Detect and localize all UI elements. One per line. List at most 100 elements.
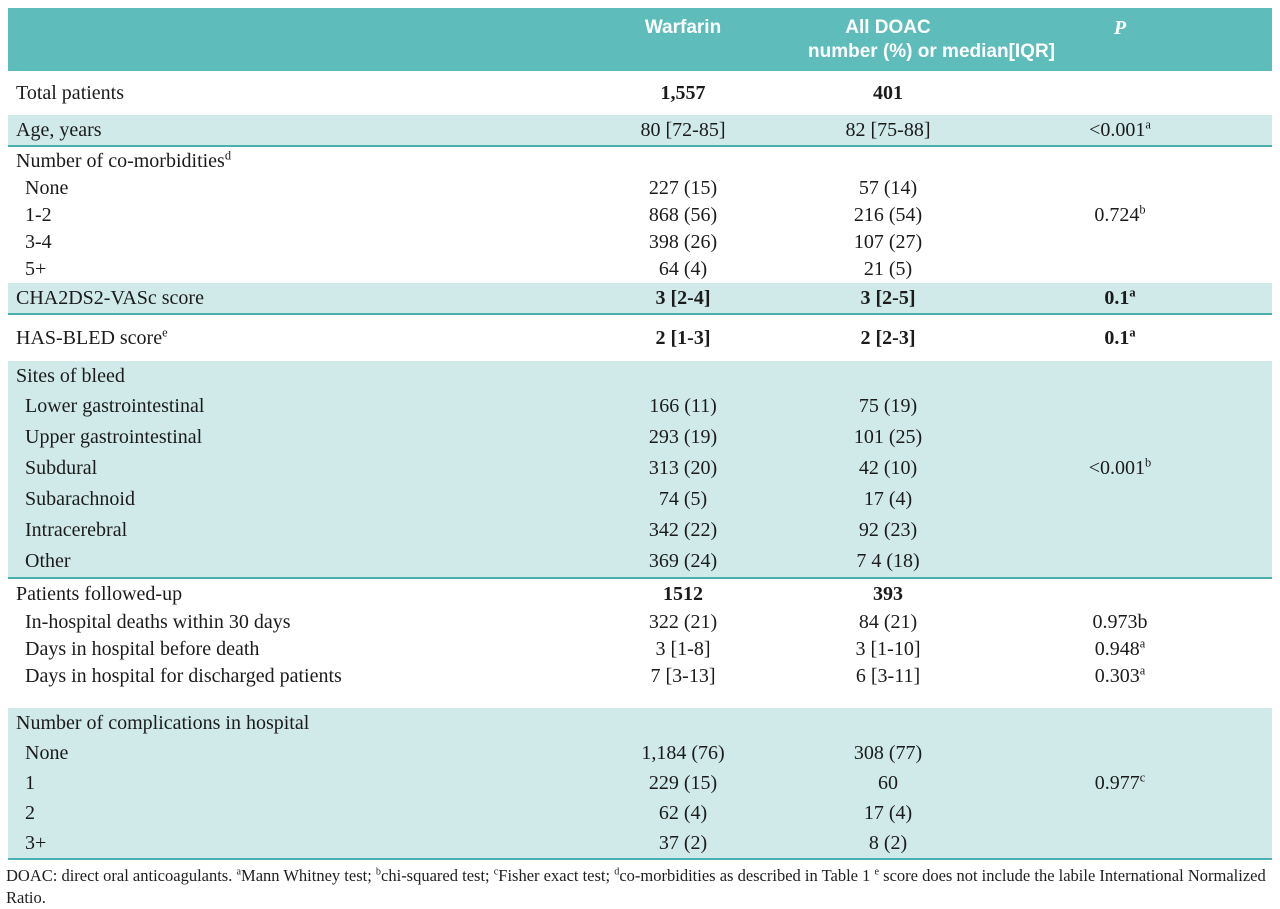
row-label-text: None	[25, 177, 69, 199]
warfarin-value-cell-text: 3 [1-8]	[655, 638, 711, 660]
header-p-cell: P	[968, 8, 1272, 71]
doac-value-cell-text: 3 [1-10]	[855, 638, 921, 660]
table-row: 2 62 (4) 17 (4)	[8, 798, 1272, 828]
doac-value-cell: 84 (21)	[808, 609, 968, 636]
doac-value-cell: 393	[808, 578, 968, 609]
doac-value-cell: 60	[808, 768, 968, 798]
warfarin-value-cell	[558, 708, 808, 738]
p-value-cell	[968, 146, 1272, 175]
row-label-text: 3+	[25, 831, 47, 854]
doac-value-cell: 8 (2)	[808, 828, 968, 860]
table-row: Number of complications in hospital	[8, 708, 1272, 738]
warfarin-value-cell: 2 [1-3]	[558, 314, 808, 361]
footnote-superscript: e	[874, 866, 880, 878]
p-value-text: 0.724	[1094, 204, 1140, 226]
doac-value-cell-text: 308 (77)	[853, 741, 923, 764]
table-row: Upper gastrointestinal 293 (19) 101 (25)	[8, 422, 1272, 453]
warfarin-value-cell	[558, 146, 808, 175]
p-value-superscript: a	[1139, 636, 1146, 651]
header-warfarin-label: Warfarin	[644, 17, 722, 38]
table-row: Age, years 80 [72-85] 82 [75-88] <0.001a	[8, 115, 1272, 147]
doac-value-cell-text: 42 (10)	[858, 457, 918, 479]
doac-value-cell: 42 (10)	[808, 453, 968, 484]
table-row: 3-4 398 (26) 107 (27)	[8, 229, 1272, 256]
p-value-cell	[968, 738, 1272, 768]
warfarin-value-cell: 322 (21)	[558, 609, 808, 636]
row-label-text: Number of co-morbidities	[16, 149, 225, 172]
header-doac-cell: All DOAC number (%) or median[IQR]	[808, 8, 1055, 71]
footnote-text: Fisher exact test;	[498, 866, 615, 885]
doac-value-cell-text: 17 (4)	[863, 801, 913, 824]
doac-value-cell: 216 (54)	[808, 202, 968, 229]
row-label-text: Total patients	[16, 81, 125, 104]
p-value-cell: 0.948a	[968, 636, 1272, 663]
doac-value-cell: 17 (4)	[808, 798, 968, 828]
p-value-cell	[968, 484, 1272, 515]
p-value-superscript: c	[1139, 769, 1146, 784]
warfarin-value-cell: 3 [1-8]	[558, 636, 808, 663]
row-label-cell: Upper gastrointestinal	[8, 422, 558, 453]
doac-value-cell: 308 (77)	[808, 738, 968, 768]
table-row: None 227 (15) 57 (14)	[8, 175, 1272, 202]
doac-value-cell	[808, 361, 968, 391]
p-value-superscript: b	[1145, 455, 1152, 470]
p-value-cell	[968, 229, 1272, 256]
footnote-superscript: b	[375, 866, 382, 878]
row-label-text: Patients followed-up	[16, 582, 183, 605]
p-value-superscript: a	[1129, 324, 1136, 339]
table-row: Days in hospital before death 3 [1-8] 3 [1…	[8, 636, 1272, 663]
p-value-text: <0.001	[1088, 457, 1146, 479]
row-label-text: 3-4	[25, 231, 52, 253]
p-value-text: <0.001	[1089, 118, 1146, 141]
row-label-text: Days in hospital before death	[25, 638, 260, 660]
row-label-text: Sites of bleed	[16, 364, 125, 387]
warfarin-value-cell: 7 [3-13]	[558, 663, 808, 708]
warfarin-value-cell-text: 398 (26)	[648, 231, 718, 253]
table-row: Lower gastrointestinal 166 (11) 75 (19)	[8, 391, 1272, 422]
row-label-cell: Number of complications in hospital	[8, 708, 558, 738]
warfarin-value-cell-text: 62 (4)	[658, 801, 708, 824]
row-label-text: 1-2	[25, 204, 52, 226]
doac-value-cell-text: 21 (5)	[863, 258, 913, 280]
row-label-cell: None	[8, 738, 558, 768]
p-value-cell: <0.001b	[968, 453, 1272, 484]
p-value-cell: 0.973b	[968, 609, 1272, 636]
warfarin-value-cell-text: 1,184 (76)	[641, 741, 725, 764]
footnote-text: co-morbidities as described in Table 1	[619, 866, 875, 885]
warfarin-value-cell-text: 227 (15)	[648, 177, 718, 199]
row-label-cell: 3+	[8, 828, 558, 860]
p-value-text: 0.303	[1094, 665, 1140, 687]
p-value-cell	[968, 708, 1272, 738]
warfarin-value-cell: 1512	[558, 578, 808, 609]
warfarin-value-cell-text: 1,557	[660, 81, 706, 104]
warfarin-value-cell: 37 (2)	[558, 828, 808, 860]
warfarin-value-cell: 80 [72-85]	[558, 115, 808, 147]
warfarin-value-cell: 1,184 (76)	[558, 738, 808, 768]
warfarin-value-cell: 62 (4)	[558, 798, 808, 828]
doac-value-cell: 101 (25)	[808, 422, 968, 453]
doac-value-cell: 107 (27)	[808, 229, 968, 256]
row-label-text: 5+	[25, 258, 47, 280]
doac-value-cell-text: 6 [3-11]	[855, 665, 921, 687]
p-value-cell	[968, 391, 1272, 422]
warfarin-value-cell-text: 322 (21)	[648, 611, 718, 633]
p-value-superscript: a	[1139, 663, 1146, 678]
row-label-cell: 1	[8, 768, 558, 798]
doac-value-cell: 92 (23)	[808, 515, 968, 546]
warfarin-value-cell-text: 229 (15)	[648, 771, 718, 794]
header-p-label: P	[1113, 17, 1127, 39]
doac-value-cell-text: 2 [2-3]	[860, 326, 916, 349]
row-label-superscript: d	[224, 147, 232, 162]
doac-value-cell: 3 [1-10]	[808, 636, 968, 663]
p-value-cell	[968, 798, 1272, 828]
row-label-text: CHA2DS2-VASc score	[16, 286, 204, 309]
doac-value-cell: 7 4 (18)	[808, 546, 968, 579]
doac-value-cell: 75 (19)	[808, 391, 968, 422]
row-label-cell: CHA2DS2-VASc score	[8, 283, 558, 315]
p-value-cell	[968, 546, 1272, 579]
row-label-cell: None	[8, 175, 558, 202]
table-row: Other 369 (24) 7 4 (18)	[8, 546, 1272, 579]
warfarin-value-cell-text: 1512	[663, 582, 703, 605]
table-row: Patients followed-up 1512 393	[8, 578, 1272, 609]
row-label-cell: HAS-BLED scoree	[8, 314, 558, 361]
